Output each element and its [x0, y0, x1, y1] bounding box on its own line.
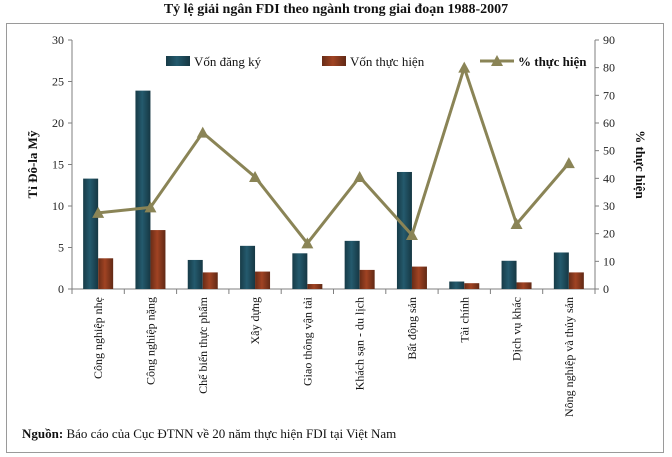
legend-swatch-von-thuc-hien [322, 56, 346, 66]
bar-von-dang-ky [396, 171, 412, 289]
right-tick-label: 40 [603, 171, 615, 185]
category-label: Nông nghiệp và thủy sản [562, 297, 576, 417]
right-tick-label: 0 [603, 282, 609, 296]
right-tick-label: 10 [603, 254, 615, 268]
point-pct-thuc-hien [92, 206, 105, 218]
point-pct-thuc-hien [196, 126, 209, 138]
point-pct-thuc-hien [301, 237, 314, 249]
bar-von-dang-ky [292, 253, 308, 289]
source-note: Nguồn: Báo cáo của Cục ĐTNN về 20 năm th… [22, 426, 396, 442]
bar-von-dang-ky [83, 178, 99, 289]
bar-von-dang-ky [187, 259, 203, 289]
legend-label-pct-thuc-hien: % thực hiện [518, 54, 587, 69]
point-pct-thuc-hien [144, 201, 157, 213]
category-label: Dịch vụ khác [510, 297, 524, 361]
bar-von-thuc-hien [464, 283, 480, 289]
bar-von-dang-ky [501, 260, 517, 289]
bar-von-thuc-hien [150, 230, 166, 289]
legend-marker-pct-thuc-hien [491, 55, 503, 66]
bar-von-thuc-hien [411, 266, 427, 289]
right-tick-label: 90 [603, 33, 615, 47]
point-pct-thuc-hien [353, 170, 366, 182]
category-label: Chế biến thực phẩm [196, 296, 210, 393]
bar-von-thuc-hien [516, 282, 532, 289]
point-pct-thuc-hien [510, 217, 523, 229]
left-tick-label: 25 [52, 75, 64, 89]
bar-von-thuc-hien [359, 269, 375, 289]
category-label: Xây dựng [248, 297, 262, 345]
bar-von-thuc-hien [255, 271, 271, 289]
bar-von-dang-ky [240, 245, 256, 289]
category-label: Công nghiệp nặng [143, 297, 157, 385]
y2-axis-title: % thực hiện [633, 130, 648, 199]
category-label: Giao thông vận tải [300, 296, 314, 386]
left-tick-label: 20 [52, 116, 64, 130]
legend-label-von-thuc-hien: Vốn thực hiện [350, 54, 425, 69]
right-tick-label: 80 [603, 61, 615, 75]
bar-von-dang-ky [135, 90, 151, 289]
category-label: Tài chính [457, 297, 471, 343]
left-tick-label: 10 [52, 199, 64, 213]
point-pct-thuc-hien [458, 61, 471, 73]
point-pct-thuc-hien [562, 157, 575, 169]
bar-von-thuc-hien [568, 272, 584, 289]
point-pct-thuc-hien [405, 229, 418, 241]
legend-label-von-dang-ky: Vốn đăng ký [194, 54, 262, 69]
source-label: Nguồn: [22, 426, 64, 441]
right-tick-label: 70 [603, 88, 615, 102]
chart-frame [6, 23, 664, 453]
bar-von-thuc-hien [307, 284, 323, 289]
category-label: Công nghiệp nhẹ [91, 297, 105, 379]
bar-von-dang-ky [449, 281, 465, 289]
left-tick-label: 30 [52, 33, 64, 47]
left-tick-label: 5 [58, 241, 64, 255]
right-tick-label: 20 [603, 227, 615, 241]
left-tick-label: 0 [58, 282, 64, 296]
source-text: Báo cáo của Cục ĐTNN về 20 năm thực hiện… [63, 426, 397, 441]
bar-von-thuc-hien [98, 258, 114, 289]
point-pct-thuc-hien [249, 170, 262, 182]
bar-von-thuc-hien [202, 272, 218, 289]
bar-von-dang-ky [553, 252, 569, 289]
right-tick-label: 60 [603, 116, 615, 130]
line-pct-thuc-hien [97, 62, 570, 246]
chart-title: Tỷ lệ giải ngân FDI theo ngành trong gia… [163, 2, 509, 17]
category-label: Khách sạn - du lịch [353, 297, 367, 390]
legend-swatch-von-dang-ky [166, 56, 190, 66]
bar-von-dang-ky [344, 240, 360, 289]
left-tick-label: 15 [52, 158, 64, 172]
category-label: Bất động sản [405, 297, 419, 360]
right-tick-label: 30 [603, 199, 615, 213]
right-tick-label: 50 [603, 144, 615, 158]
y-axis-title: Tỉ Đô-la Mỹ [25, 130, 40, 198]
